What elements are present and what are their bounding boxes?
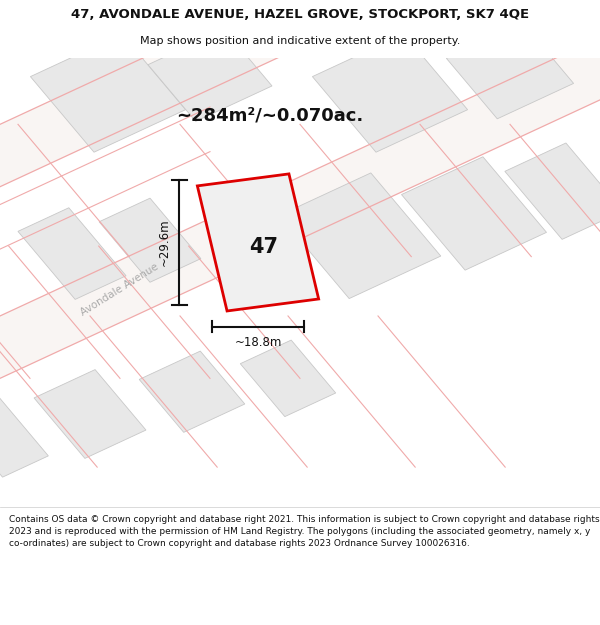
Polygon shape [34, 369, 146, 458]
Polygon shape [148, 29, 272, 121]
Polygon shape [0, 396, 49, 477]
Text: Avondale Avenue: Avondale Avenue [79, 261, 161, 318]
Polygon shape [313, 34, 467, 152]
Polygon shape [505, 143, 600, 239]
Text: 47, AVONDALE AVENUE, HAZEL GROVE, STOCKPORT, SK7 4QE: 47, AVONDALE AVENUE, HAZEL GROVE, STOCKP… [71, 8, 529, 21]
Polygon shape [18, 208, 126, 299]
Polygon shape [197, 174, 319, 311]
Polygon shape [241, 340, 335, 417]
Text: ~284m²/~0.070ac.: ~284m²/~0.070ac. [176, 106, 364, 124]
Polygon shape [139, 351, 245, 432]
Polygon shape [99, 198, 201, 282]
Text: Contains OS data © Crown copyright and database right 2021. This information is : Contains OS data © Crown copyright and d… [9, 515, 599, 548]
Text: ~18.8m: ~18.8m [235, 336, 281, 349]
Polygon shape [0, 0, 600, 201]
Polygon shape [446, 23, 574, 119]
Polygon shape [0, 24, 600, 392]
Text: ~29.6m: ~29.6m [157, 219, 170, 266]
Polygon shape [401, 157, 547, 270]
Polygon shape [31, 34, 185, 152]
Text: 47: 47 [250, 237, 278, 257]
Text: Map shows position and indicative extent of the property.: Map shows position and indicative extent… [140, 36, 460, 46]
Polygon shape [279, 173, 441, 299]
